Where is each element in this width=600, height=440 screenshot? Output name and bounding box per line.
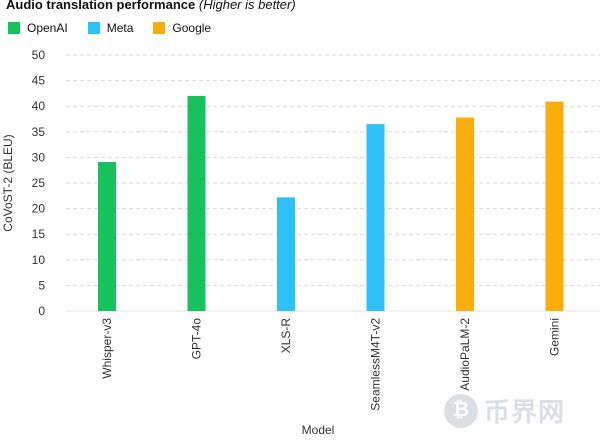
chart-title-text: Audio translation performance [6,0,196,12]
legend-label-meta: Meta [106,21,134,35]
x-tick-label: Whisper-v3 [100,318,114,379]
bar-gemini [545,101,564,311]
x-axis-label: Model [302,423,335,437]
x-tick-label: Gemini [548,318,562,356]
legend-swatch-meta [87,22,100,34]
y-tick-label: 15 [32,227,46,241]
legend-swatch-openai [8,22,20,34]
bar-whisper-v3 [98,162,116,311]
y-tick-label: 0 [38,304,45,318]
bar-audiopalm-2 [456,117,474,312]
y-tick-label: 25 [32,176,46,190]
y-tick-label: 5 [38,278,45,292]
bar-gpt-4o [187,95,206,312]
y-tick-label: 50 [32,48,46,62]
chart-subtitle: (Higher is better) [198,0,296,12]
y-tick-label: 35 [32,125,46,139]
legend-swatch-google [153,22,166,34]
legend-item-meta: Meta [87,21,134,35]
y-axis-label: CoVoST-2 (BLEU) [1,134,15,231]
watermark: ₿ 币界网 [444,392,565,429]
y-tick-label: 40 [32,99,46,113]
chart-title: Audio translation performance (Higher is… [6,0,296,12]
x-tick-label: GPT-4o [190,318,204,360]
legend-item-openai: OpenAI [8,21,68,35]
y-tick-label: 45 [32,74,46,88]
x-tick-label: XLS-R [279,318,293,354]
bar-seamlessm4t-v2 [366,124,385,312]
legend: OpenAI Meta Google [8,21,211,35]
bar-xls-r [277,197,295,311]
bitcoin-icon: ₿ [444,393,478,428]
x-tick-label: SeamlessM4T-v2 [369,318,383,411]
x-tick-label: AudioPaLM-2 [458,318,472,391]
y-tick-label: 20 [32,202,46,216]
y-tick-label: 30 [32,150,46,164]
y-tick-label: 10 [32,253,46,267]
legend-label-google: Google [172,21,212,35]
legend-label-openai: OpenAI [27,21,68,35]
legend-item-google: Google [153,21,211,35]
watermark-text: 币界网 [484,397,566,427]
